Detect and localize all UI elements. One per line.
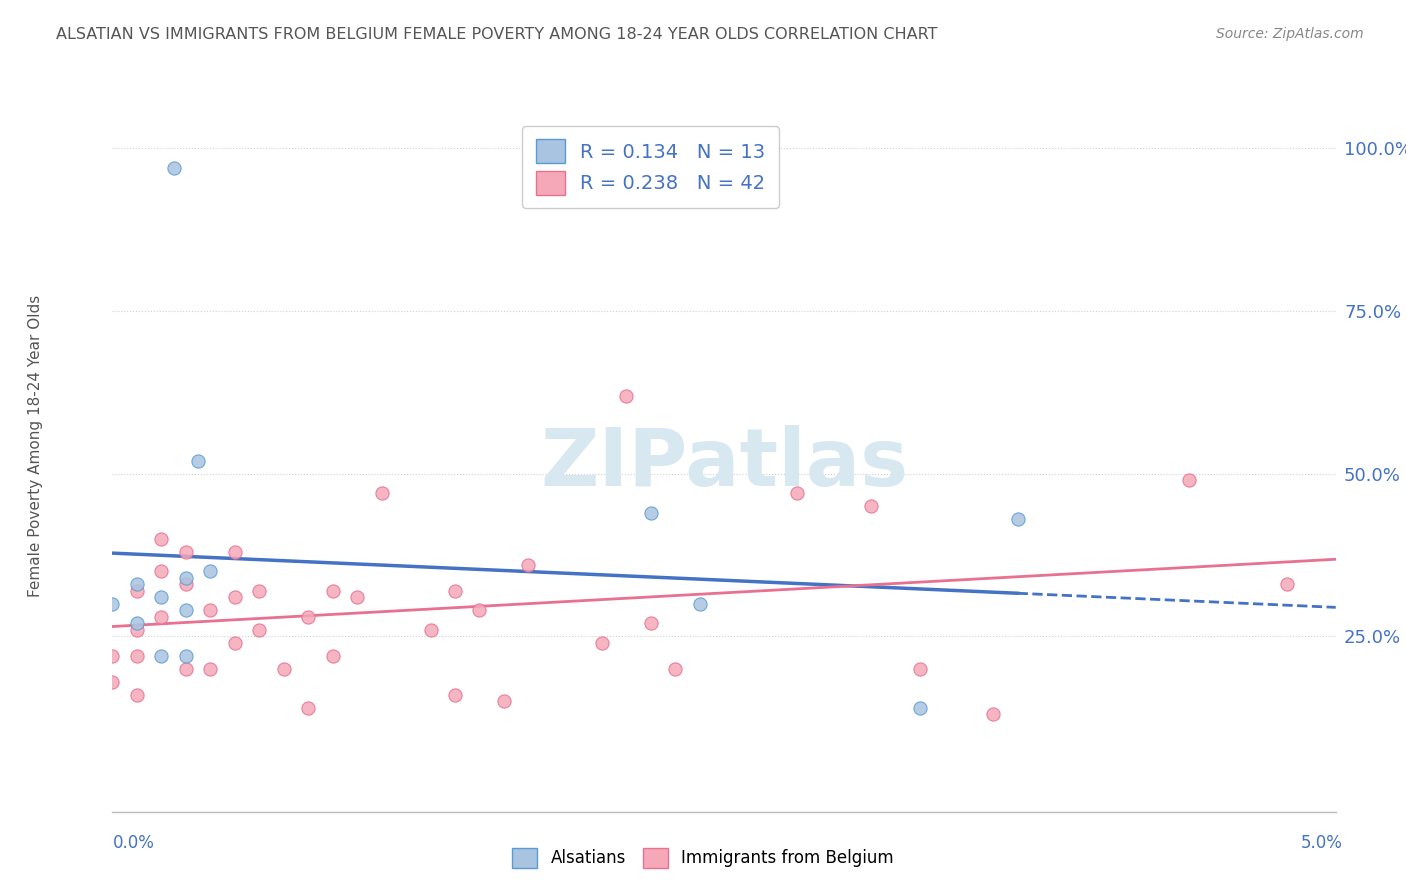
Point [150,590,173,604]
Point [908,700,931,714]
Point [517,558,540,572]
Point [689,597,711,611]
Point [1007,512,1029,526]
Point [101,674,124,689]
Point [273,662,295,676]
Point [125,577,148,591]
Point [200,603,222,617]
Point [444,583,467,598]
Point [150,648,173,663]
Point [174,603,197,617]
Point [224,635,246,649]
Point [150,532,173,546]
Point [640,616,662,631]
Point [859,499,882,513]
Point [247,623,270,637]
Point [125,688,148,702]
Point [125,623,148,637]
Text: 5.0%: 5.0% [1301,834,1343,852]
Point [174,577,197,591]
Text: 0.0%: 0.0% [112,834,155,852]
Point [224,590,246,604]
Point [614,388,637,402]
Point [322,648,344,663]
Point [150,564,173,578]
Point [786,486,808,500]
Point [492,694,515,708]
Point [908,662,931,676]
Point [163,161,186,175]
Point [174,571,197,585]
Point [224,544,246,558]
Text: Female Poverty Among 18-24 Year Olds: Female Poverty Among 18-24 Year Olds [28,295,42,597]
Point [640,506,662,520]
Text: ALSATIAN VS IMMIGRANTS FROM BELGIUM FEMALE POVERTY AMONG 18-24 YEAR OLDS CORRELA: ALSATIAN VS IMMIGRANTS FROM BELGIUM FEMA… [56,27,938,42]
Point [444,688,467,702]
Point [125,583,148,598]
Point [174,544,197,558]
Legend: R = 0.134   N = 13, R = 0.238   N = 42: R = 0.134 N = 13, R = 0.238 N = 42 [522,126,779,208]
Text: ZIPatlas: ZIPatlas [540,425,908,503]
Point [101,648,124,663]
Point [591,635,613,649]
Point [322,583,344,598]
Point [200,662,222,676]
Point [1178,473,1201,487]
Point [297,700,319,714]
Point [297,609,319,624]
Point [664,662,686,676]
Point [370,486,392,500]
Point [187,453,209,467]
Point [174,662,197,676]
Point [125,616,148,631]
Point [174,648,197,663]
Point [468,603,491,617]
Point [1275,577,1298,591]
Point [981,707,1004,722]
Point [346,590,368,604]
Point [247,583,270,598]
Point [150,609,173,624]
Point [101,597,124,611]
Text: Source: ZipAtlas.com: Source: ZipAtlas.com [1216,27,1364,41]
Legend: Alsatians, Immigrants from Belgium: Alsatians, Immigrants from Belgium [506,841,900,875]
Point [125,648,148,663]
Point [419,623,441,637]
Point [200,564,222,578]
